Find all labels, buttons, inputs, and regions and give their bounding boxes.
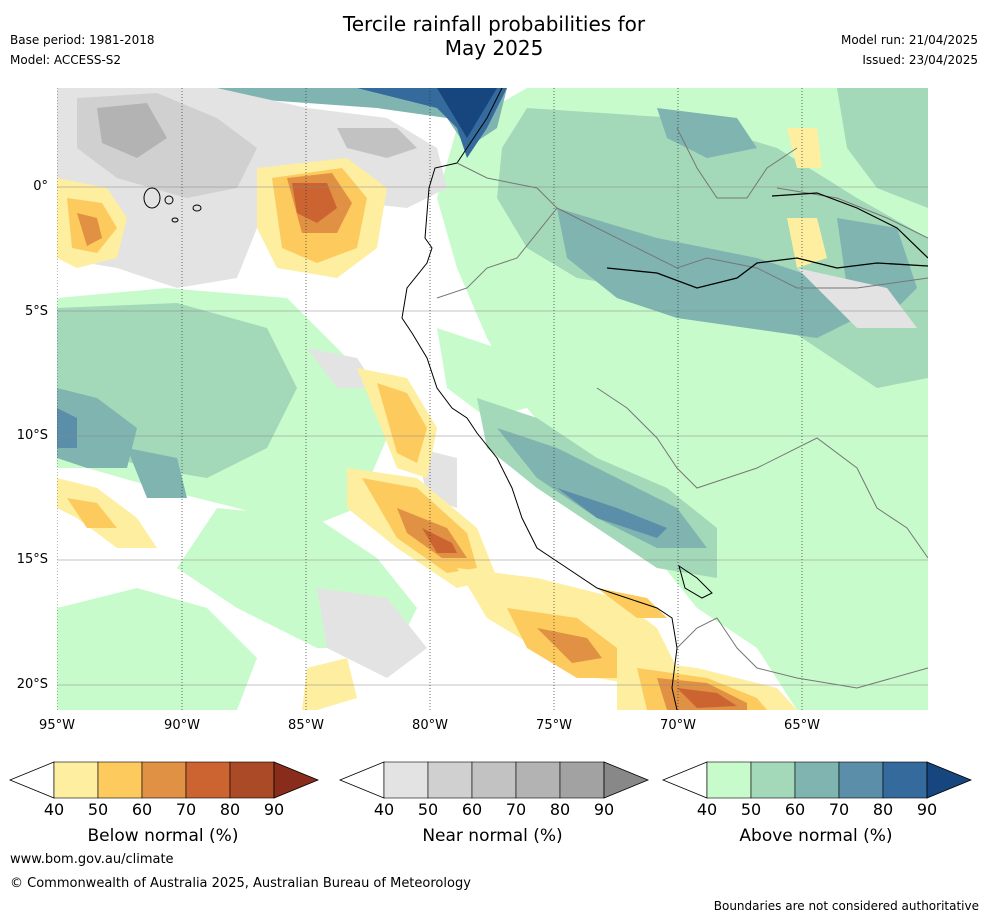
footer-copyright: © Commonwealth of Australia 2025, Austra… [10, 876, 471, 891]
colorbar-tick-label: 50 [87, 800, 109, 819]
colorbar-near-normal [338, 761, 650, 799]
lat-label-0: 0° [33, 179, 48, 194]
base-period: Base period: 1981-2018 [10, 33, 155, 47]
lon-label-90w: 90°W [164, 718, 200, 733]
colorbar-below-normal [8, 761, 320, 799]
lat-label-15s: 15°S [16, 552, 48, 567]
model-run: Model run: 21/04/2025 [840, 33, 978, 47]
colorbar-extend-high [273, 761, 320, 799]
title-line-1: Tercile rainfall probabilities for [342, 12, 646, 36]
colorbar-tick-label: 60 [784, 800, 806, 819]
colorbar-tick-label: 50 [740, 800, 762, 819]
footer-url: www.bom.gov.au/climate [10, 852, 174, 867]
meta-left: Base period: 1981-2018 Model: ACCESS-S2 [10, 30, 155, 70]
colorbar-segment [838, 761, 884, 799]
colorbar-above-normal [661, 761, 973, 799]
colorbar-segment [750, 761, 796, 799]
colorbar-segment [383, 761, 429, 799]
lon-label-70w: 70°W [660, 718, 696, 733]
lat-label-20s: 20°S [16, 677, 48, 692]
probability-map [57, 88, 928, 710]
colorbar-tick-label: 90 [263, 800, 285, 819]
colorbar-extend-high [603, 761, 650, 799]
colorbar-title-above: Above normal (%) [739, 826, 893, 846]
title-line-2: May 2025 [444, 36, 544, 60]
colorbar-tick-label: 60 [131, 800, 153, 819]
lon-label-95w: 95°W [39, 718, 75, 733]
colorbar-tick-label: 80 [872, 800, 894, 819]
colorbar-tick-label: 90 [916, 800, 938, 819]
colorbar-segment [559, 761, 605, 799]
colorbar-segment [706, 761, 752, 799]
colorbar-segment [141, 761, 187, 799]
colorbar-extend-low [8, 761, 55, 799]
colorbar-segment [97, 761, 143, 799]
map-title: Tercile rainfall probabilities for May 2… [0, 12, 988, 60]
colorbar-extend-low [338, 761, 385, 799]
colorbar-segment [427, 761, 473, 799]
colorbar-tick-label: 70 [828, 800, 850, 819]
lon-label-80w: 80°W [412, 718, 448, 733]
colorbar-segment [53, 761, 99, 799]
colorbar-tick-label: 50 [417, 800, 439, 819]
colorbar-tick-label: 40 [373, 800, 395, 819]
colorbar-tick-label: 80 [219, 800, 241, 819]
colorbar-segment [794, 761, 840, 799]
lon-label-65w: 65°W [784, 718, 820, 733]
issued-date: Issued: 23/04/2025 [862, 53, 978, 67]
colorbar-title-near: Near normal (%) [422, 826, 563, 846]
colorbar-segment [515, 761, 561, 799]
colorbar-tick-label: 40 [43, 800, 65, 819]
colorbar-extend-high [926, 761, 973, 799]
lat-label-10s: 10°S [16, 428, 48, 443]
colorbar-title-below: Below normal (%) [87, 826, 239, 846]
colorbar-tick-label: 70 [175, 800, 197, 819]
map-svg [57, 88, 928, 710]
colorbar-tick-label: 80 [549, 800, 571, 819]
colorbar-segment [229, 761, 275, 799]
model-name: Model: ACCESS-S2 [10, 53, 122, 67]
lon-label-85w: 85°W [288, 718, 324, 733]
colorbar-tick-label: 60 [461, 800, 483, 819]
colorbar-tick-label: 70 [505, 800, 527, 819]
lon-label-75w: 75°W [536, 718, 572, 733]
lat-label-5s: 5°S [24, 304, 48, 319]
meta-right: Model run: 21/04/2025 Issued: 23/04/2025 [841, 30, 978, 70]
colorbars [8, 761, 973, 799]
colorbar-tick-label: 90 [593, 800, 615, 819]
colorbar-segment [185, 761, 231, 799]
colorbar-extend-low [661, 761, 708, 799]
colorbar-segment [882, 761, 928, 799]
boundary-disclaimer: Boundaries are not considered authoritat… [713, 899, 979, 913]
colorbar-tick-label: 40 [696, 800, 718, 819]
colorbar-segment [471, 761, 517, 799]
